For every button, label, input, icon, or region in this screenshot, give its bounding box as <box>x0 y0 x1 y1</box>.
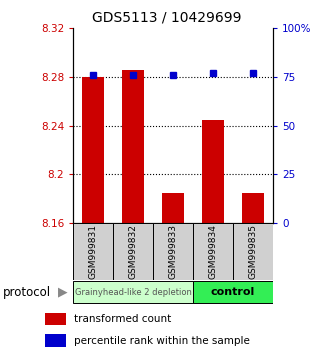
Bar <box>242 193 264 223</box>
Bar <box>162 193 184 223</box>
Text: percentile rank within the sample: percentile rank within the sample <box>74 336 250 346</box>
Text: GSM999835: GSM999835 <box>248 224 258 279</box>
Bar <box>73 281 193 303</box>
Bar <box>193 281 273 303</box>
Text: ▶: ▶ <box>59 286 68 298</box>
Text: transformed count: transformed count <box>74 314 171 324</box>
Text: GDS5113 / 10429699: GDS5113 / 10429699 <box>92 11 241 25</box>
Bar <box>73 223 113 280</box>
Bar <box>153 223 193 280</box>
Bar <box>202 120 224 223</box>
Text: control: control <box>211 287 255 297</box>
Bar <box>82 77 104 223</box>
Text: GSM999832: GSM999832 <box>129 224 138 279</box>
Bar <box>233 223 273 280</box>
Text: GSM999834: GSM999834 <box>208 224 218 279</box>
Bar <box>45 313 66 325</box>
Bar <box>113 223 153 280</box>
Text: GSM999831: GSM999831 <box>89 224 98 279</box>
Text: Grainyhead-like 2 depletion: Grainyhead-like 2 depletion <box>75 287 191 297</box>
Bar <box>45 334 66 347</box>
Text: protocol: protocol <box>3 286 52 298</box>
Bar <box>122 70 144 223</box>
Bar <box>193 223 233 280</box>
Text: GSM999833: GSM999833 <box>168 224 178 279</box>
